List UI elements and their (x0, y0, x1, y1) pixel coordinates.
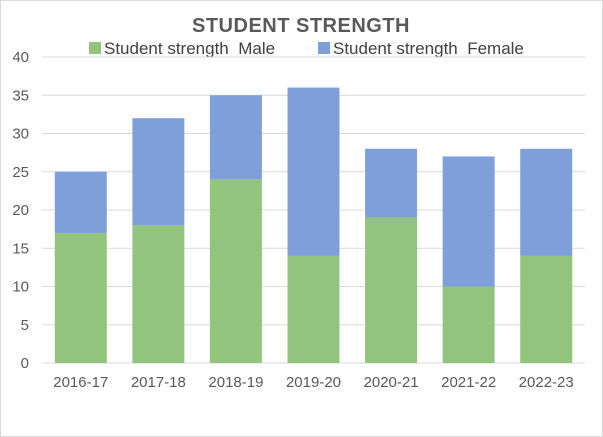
bar-male-2021-22 (442, 286, 495, 363)
bar-female-2021-22 (442, 156, 495, 287)
x-tick-label: 2017-18 (131, 374, 186, 391)
bar-female-2017-18 (132, 118, 185, 226)
y-axis-ticks: 0 5 10 15 20 25 30 35 40 (12, 49, 29, 372)
y-tick-label: 20 (12, 202, 29, 219)
bar-female-2016-17 (54, 171, 107, 233)
y-tick-label: 25 (12, 164, 29, 181)
x-tick-label: 2018-19 (208, 374, 263, 391)
legend: Student strength Male Student strength F… (89, 39, 524, 58)
y-tick-label: 30 (12, 126, 29, 143)
bar-male-2017-18 (132, 225, 185, 363)
legend-label-female: Student strength Female (333, 39, 524, 58)
bar-female-2022-23 (520, 148, 573, 256)
x-tick-label: 2019-20 (286, 374, 341, 391)
y-tick-label: 0 (21, 355, 29, 372)
bar-female-2020-21 (365, 148, 418, 218)
x-axis-ticks: 2016-17 2017-18 2018-19 2019-20 2020-21 2021-… (53, 374, 573, 391)
bar-male-2016-17 (54, 232, 107, 363)
bars (54, 87, 573, 363)
bar-male-2022-23 (520, 255, 573, 363)
bar-female-2018-19 (209, 95, 262, 180)
bar-male-2018-19 (209, 179, 262, 363)
x-tick-label: 2021-22 (441, 374, 496, 391)
y-tick-label: 15 (12, 240, 29, 257)
legend-swatch-male (89, 42, 101, 54)
y-tick-label: 5 (21, 317, 29, 334)
legend-label-male: Student strength Male (104, 39, 275, 58)
x-tick-label: 2020-21 (364, 374, 419, 391)
y-tick-label: 10 (12, 279, 29, 296)
bar-female-2019-20 (287, 87, 340, 256)
y-tick-label: 35 (12, 87, 29, 104)
legend-swatch-female (318, 42, 330, 54)
x-tick-label: 2016-17 (53, 374, 108, 391)
chart-title: STUDENT STRENGTH (192, 15, 410, 37)
x-tick-label: 2022-23 (519, 374, 574, 391)
bar-male-2020-21 (365, 217, 418, 363)
y-tick-label: 40 (12, 49, 29, 66)
bar-male-2019-20 (287, 255, 340, 363)
